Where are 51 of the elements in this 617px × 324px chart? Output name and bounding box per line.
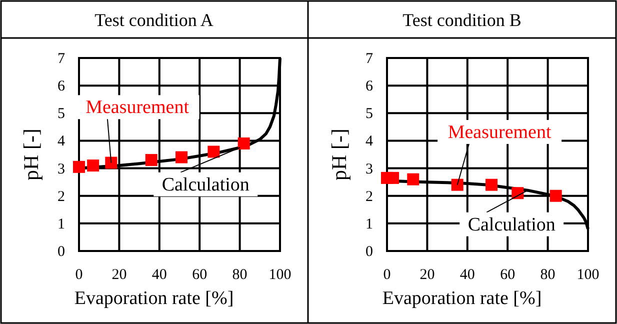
- y-axis-title: pH [-]: [327, 128, 351, 180]
- y-tick-label: 3: [366, 161, 373, 178]
- legend-label: Calculation: [468, 214, 556, 236]
- y-tick-label: 1: [366, 216, 373, 232]
- point: [407, 173, 420, 186]
- y-tick-label: 2: [366, 188, 373, 205]
- y-tick-label: 0: [366, 244, 373, 260]
- x-tick-label: 40: [460, 267, 475, 283]
- y-tick-label: 6: [366, 78, 374, 95]
- point: [238, 137, 250, 150]
- y-tick-label: 2: [58, 188, 65, 205]
- point: [451, 178, 464, 191]
- x-axis-title: Evaporation rate [%]: [382, 288, 542, 309]
- x-tick-label: 20: [420, 267, 435, 283]
- y-tick-label: 7: [366, 51, 374, 67]
- x-tick-label: 60: [500, 267, 516, 283]
- point: [176, 151, 188, 164]
- legend-label: Calculation: [162, 174, 250, 196]
- chart-title: Test condition B: [402, 10, 522, 30]
- y-tick-label: 5: [366, 106, 373, 122]
- y-tick-label: 5: [58, 106, 65, 122]
- x-tick-label: 0: [383, 267, 391, 283]
- point: [387, 172, 400, 184]
- point: [105, 156, 118, 169]
- x-tick-label: 20: [112, 267, 127, 283]
- x-tick-label: 100: [576, 267, 600, 283]
- x-tick-label: 60: [192, 267, 208, 283]
- point: [512, 187, 524, 200]
- y-tick-label: 4: [366, 134, 374, 150]
- x-tick-label: 100: [268, 267, 292, 283]
- x-tick-label: 80: [232, 267, 248, 283]
- y-axis-title: pH [-]: [19, 128, 43, 180]
- chart-title: Test condition A: [94, 10, 214, 30]
- point: [87, 160, 100, 172]
- y-tick-label: 1: [58, 216, 65, 232]
- y-tick-label: 4: [58, 134, 66, 150]
- point: [145, 154, 158, 166]
- y-tick-label: 7: [58, 51, 66, 67]
- point: [73, 160, 85, 173]
- point: [208, 146, 220, 158]
- x-tick-label: 80: [540, 267, 556, 283]
- series-label: Measurement: [448, 122, 552, 143]
- point: [486, 178, 498, 191]
- series-label: Measurement: [86, 97, 190, 118]
- y-tick-label: 0: [58, 244, 65, 260]
- y-tick-label: 3: [58, 161, 65, 178]
- point: [550, 190, 562, 202]
- x-tick-label: 40: [152, 267, 167, 283]
- y-tick-label: 6: [58, 78, 66, 95]
- x-axis-title: Evaporation rate [%]: [74, 288, 234, 309]
- x-tick-label: 0: [75, 267, 83, 283]
